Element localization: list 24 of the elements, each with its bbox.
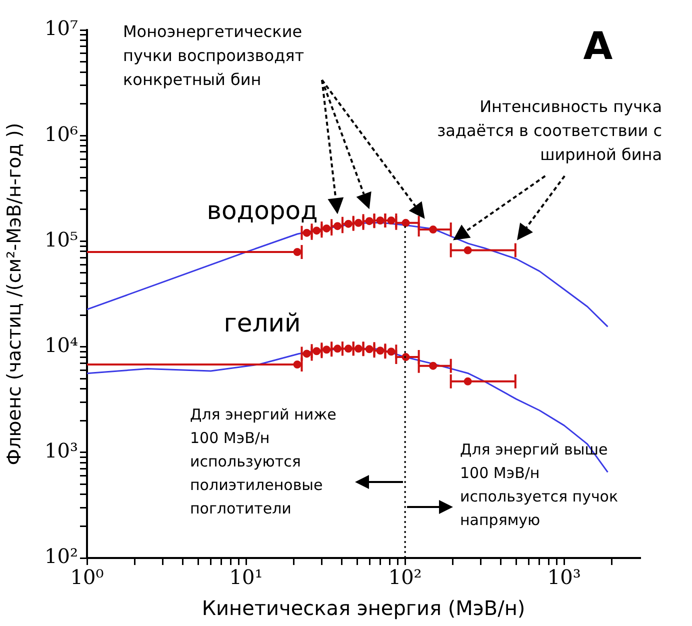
annotation: Интенсивность пучка задаётся в соответствии с шириной бина <box>437 97 662 164</box>
point <box>362 213 376 230</box>
y-tick-label: 10⁵ <box>44 227 78 252</box>
series-label: гелий <box>224 308 301 338</box>
y-tick-label: 10³ <box>44 438 78 463</box>
y-tick-label: 10⁴ <box>44 333 78 358</box>
point <box>320 220 333 236</box>
point <box>330 340 344 357</box>
annotation: Для энергий ниже 100 МэВ/н используются полиэтиленовые поглотители <box>190 405 336 518</box>
point <box>384 212 398 229</box>
annotation: A <box>583 24 614 68</box>
y-tick-label: 10⁷ <box>44 16 78 40</box>
point <box>362 341 376 358</box>
x-axis-title: Кинетическая энергия (МэВ/н) <box>202 596 526 620</box>
point <box>320 342 333 358</box>
point <box>373 212 386 229</box>
annotation: Моноэнергетические пучки воспроизводят конкретный бин <box>123 22 304 90</box>
y-axis-title: Флюенс (частиц /(см²-МэВ/н-год )) <box>3 122 26 466</box>
x-tick-label: 10¹ <box>229 565 263 590</box>
series-label: водород <box>206 196 318 226</box>
point <box>341 340 354 357</box>
x-tick-label: 10³ <box>547 565 581 590</box>
x-tick-label: 10² <box>388 565 422 590</box>
y-tick-label: 10⁶ <box>44 122 78 146</box>
